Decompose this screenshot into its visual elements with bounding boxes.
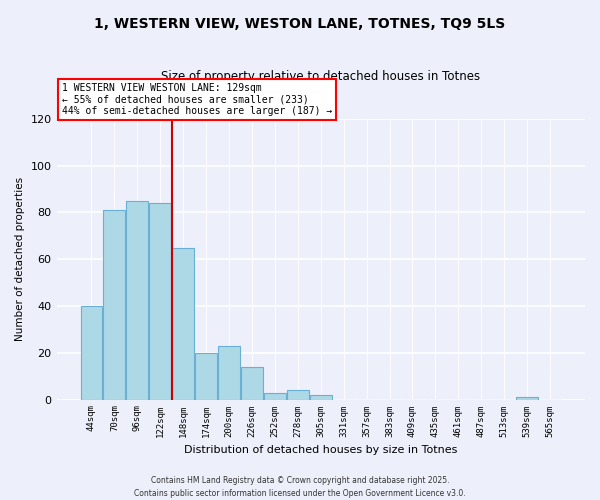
Bar	[287, 390, 309, 400]
Bar	[195, 353, 217, 400]
Title: Size of property relative to detached houses in Totnes: Size of property relative to detached ho…	[161, 70, 481, 83]
Bar	[241, 367, 263, 400]
Bar	[218, 346, 240, 400]
Bar	[149, 203, 171, 400]
Text: 1, WESTERN VIEW, WESTON LANE, TOTNES, TQ9 5LS: 1, WESTERN VIEW, WESTON LANE, TOTNES, TQ…	[94, 18, 506, 32]
Y-axis label: Number of detached properties: Number of detached properties	[15, 177, 25, 342]
X-axis label: Distribution of detached houses by size in Totnes: Distribution of detached houses by size …	[184, 445, 457, 455]
Text: 1 WESTERN VIEW WESTON LANE: 129sqm
← 55% of detached houses are smaller (233)
44: 1 WESTERN VIEW WESTON LANE: 129sqm ← 55%…	[62, 83, 332, 116]
Bar	[310, 395, 332, 400]
Bar	[172, 248, 194, 400]
Bar	[103, 210, 125, 400]
Text: Contains HM Land Registry data © Crown copyright and database right 2025.
Contai: Contains HM Land Registry data © Crown c…	[134, 476, 466, 498]
Bar	[127, 200, 148, 400]
Bar	[80, 306, 103, 400]
Bar	[516, 397, 538, 400]
Bar	[264, 392, 286, 400]
